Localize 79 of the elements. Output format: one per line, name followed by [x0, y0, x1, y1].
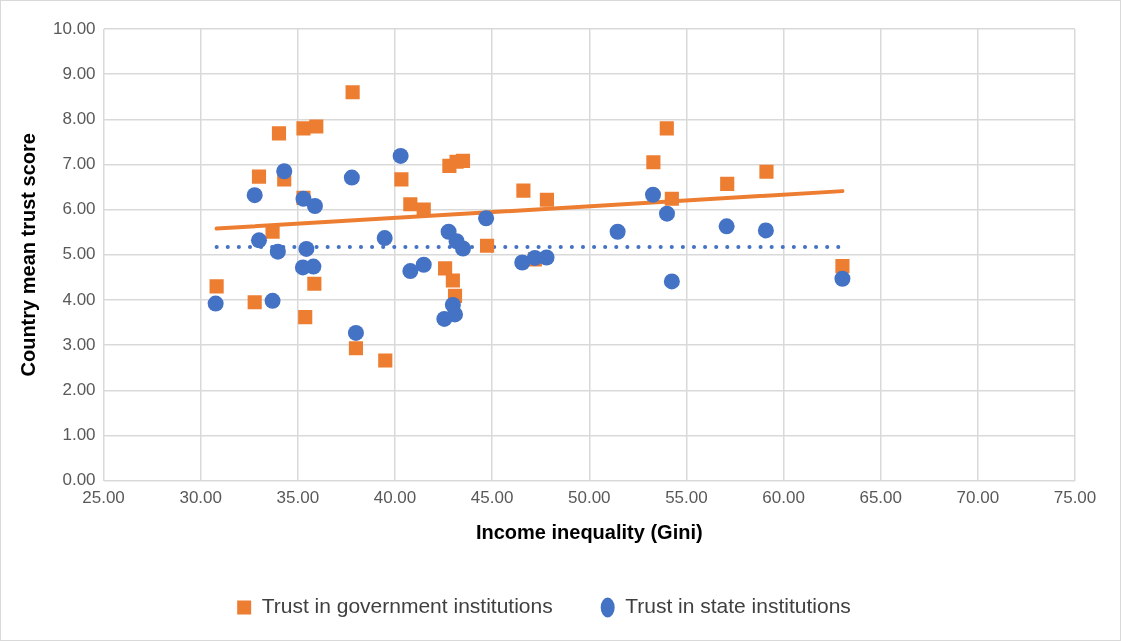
x-axis-title: Income inequality (Gini): [475, 520, 703, 543]
point: [394, 172, 409, 187]
point: [720, 176, 735, 191]
point: [645, 186, 661, 203]
x-tick-label: 70.00: [956, 488, 1000, 508]
point: [415, 256, 432, 273]
x-tick-label: 65.00: [859, 488, 902, 508]
point: [298, 310, 313, 325]
point: [514, 254, 531, 271]
point: [298, 240, 315, 257]
point: [276, 163, 293, 180]
point: [658, 205, 675, 222]
point: [271, 126, 287, 141]
x-tick-label: 50.00: [568, 488, 611, 508]
point: [392, 147, 409, 164]
point: [402, 263, 419, 280]
point: [718, 218, 735, 235]
point: [378, 353, 393, 368]
y-tick-label: 3.00: [62, 334, 96, 354]
point: [269, 243, 286, 260]
point: [834, 270, 851, 287]
point: [345, 85, 360, 100]
point: [445, 273, 460, 288]
point: [454, 240, 471, 257]
point: [539, 192, 554, 207]
x-tick-label: 35.00: [276, 488, 320, 508]
point: [306, 198, 323, 215]
point: [516, 183, 531, 198]
point: [480, 238, 495, 253]
point: [209, 279, 224, 294]
point: [376, 230, 393, 247]
y-tick-label: 7.00: [62, 154, 96, 174]
point: [436, 310, 453, 327]
point: [343, 169, 360, 186]
point: [609, 223, 626, 240]
y-tick-label: 9.00: [62, 63, 96, 83]
point: [348, 341, 363, 356]
x-tick-label: 60.00: [762, 488, 805, 508]
x-tick-label: 55.00: [665, 488, 708, 508]
point: [250, 232, 267, 249]
point: [646, 155, 661, 170]
point: [455, 153, 471, 168]
point: [835, 259, 850, 274]
point: [246, 187, 263, 204]
y-tick-label: 2.00: [62, 379, 96, 399]
x-tick-label: 45.00: [470, 488, 514, 508]
x-tick-label: 40.00: [373, 488, 417, 508]
y-tick-label: 8.00: [62, 109, 96, 129]
point: [307, 276, 322, 291]
point: [759, 164, 774, 179]
point: [347, 324, 364, 341]
y-tick-label: 6.00: [62, 199, 96, 219]
y-tick-label: 5.00: [62, 244, 96, 264]
y-axis-title: Country mean trust score: [16, 133, 39, 377]
x-tick-label: 30.00: [179, 488, 222, 508]
point: [305, 258, 322, 275]
y-tick-label: 1.00: [62, 425, 96, 445]
x-tick-label: 75.00: [1053, 488, 1097, 508]
y-tick-label: 4.00: [62, 289, 96, 309]
legend-label: Trust in government institutions: [261, 594, 553, 618]
y-tick-label: 0.00: [62, 470, 96, 490]
legend-label: Trust in state institutions: [625, 594, 851, 618]
y-tick-label: 10.00: [52, 18, 96, 38]
point: [247, 295, 262, 310]
point: [664, 191, 679, 206]
point: [438, 261, 453, 276]
point: [663, 273, 680, 290]
point: [538, 249, 555, 266]
point: [251, 169, 267, 184]
point: [478, 210, 495, 227]
x-tick-label: 25.00: [82, 488, 125, 508]
point: [659, 121, 674, 136]
point: [309, 119, 324, 134]
point: [264, 292, 281, 309]
point: [757, 222, 774, 239]
point: [416, 202, 431, 217]
point: [403, 197, 418, 212]
point: [265, 224, 280, 239]
point: [207, 295, 224, 312]
